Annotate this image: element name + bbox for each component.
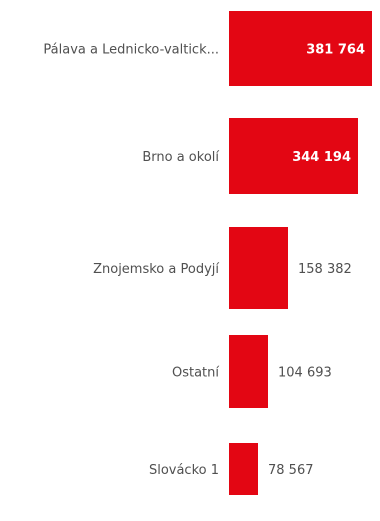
bar[interactable] [229,11,372,86]
bar[interactable] [229,118,358,194]
category-label: Brno a okolí [142,150,219,165]
data-label: 381 764 [306,43,365,58]
bar[interactable] [229,227,288,309]
category-label: Pálava a Lednicko-valtick... [43,43,219,58]
data-label: 158 382 [298,262,352,277]
bar[interactable] [229,335,268,408]
category-labels: Pálava a Lednicko-valtick... Brno a okol… [43,43,219,479]
data-label: 104 693 [278,366,332,381]
bars [229,11,372,495]
category-label: Ostatní [172,366,219,381]
category-label: Znojemsko a Podyjí [93,262,219,277]
data-label: 78 567 [268,463,314,478]
bar[interactable] [229,443,258,495]
data-label: 344 194 [292,150,351,165]
category-label: Slovácko 1 [149,463,219,478]
data-labels: 381 764 344 194 158 382 104 693 78 567 [268,43,365,479]
